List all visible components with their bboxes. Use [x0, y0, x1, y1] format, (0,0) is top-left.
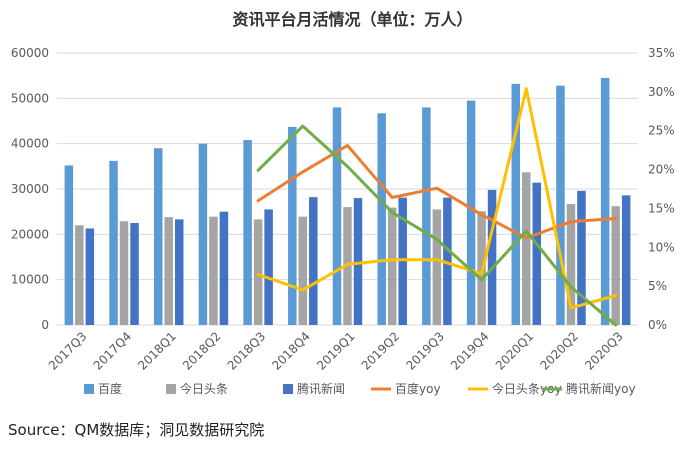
bar-今日头条 [253, 219, 263, 325]
y2-tick-label: 35% [648, 46, 675, 60]
bar-今日头条 [611, 206, 620, 325]
legend-label: 今日头条yoy [492, 381, 562, 396]
x-tick-label: 2019Q3 [403, 329, 447, 373]
bar-百度 [153, 148, 163, 325]
bar-百度 [332, 107, 342, 326]
bar-腾讯新闻 [264, 209, 273, 325]
x-tick-label: 2020Q1 [493, 329, 537, 373]
bar-腾讯新闻 [443, 197, 452, 325]
y2-tick-label: 30% [648, 85, 675, 99]
bar-百度 [600, 77, 610, 325]
y2-tick-label: 10% [648, 240, 675, 254]
bar-百度 [556, 85, 565, 325]
bar-百度 [64, 165, 74, 325]
bar-今日头条 [387, 207, 397, 325]
x-tick-label: 2019Q4 [448, 329, 492, 373]
bar-百度 [377, 113, 386, 325]
bar-百度 [466, 100, 476, 325]
bar-今日头条 [432, 209, 442, 325]
bar-腾讯新闻 [85, 228, 95, 325]
x-tick-label: 2018Q2 [180, 329, 224, 373]
bar-今日头条 [522, 172, 531, 325]
legend-label: 腾讯新闻yoy [566, 381, 636, 396]
line-腾讯新闻yoy [256, 124, 618, 327]
bar-百度 [198, 143, 208, 325]
bar-今日头条 [75, 225, 84, 325]
bar-今日头条 [566, 203, 576, 325]
x-tick-label: 2017Q3 [46, 329, 90, 373]
legend-swatch [84, 384, 94, 394]
x-tick-label: 2018Q1 [135, 329, 179, 373]
legend-label: 百度 [98, 381, 122, 396]
bar-腾讯新闻 [130, 223, 139, 325]
line-百度yoy [256, 144, 618, 240]
x-tick-label: 2020Q3 [582, 329, 626, 373]
bar-百度 [243, 140, 252, 325]
bar-今日头条 [298, 216, 308, 325]
y2-tick-label: 20% [648, 163, 675, 177]
y2-tick-label: 5% [648, 279, 667, 293]
bar-腾讯新闻 [309, 197, 318, 325]
legend-swatch [166, 384, 176, 394]
bar-腾讯新闻 [487, 189, 497, 325]
x-tick-label: 2018Q3 [225, 329, 269, 373]
y2-tick-label: 15% [648, 201, 675, 215]
bar-腾讯新闻 [577, 190, 586, 325]
y2-tick-label: 25% [648, 124, 675, 138]
x-tick-label: 2020Q2 [538, 329, 582, 373]
bar-百度 [288, 126, 297, 325]
y-tick-label: 40000 [11, 137, 49, 151]
bar-腾讯新闻 [532, 182, 542, 325]
bar-腾讯新闻 [174, 219, 184, 325]
legend-label: 百度yoy [395, 381, 441, 396]
bar-百度 [422, 107, 431, 326]
x-tick-label: 2019Q2 [359, 329, 403, 373]
y-tick-label: 10000 [11, 273, 49, 287]
source-note: Source：QM数据库；洞见数据研究院 [8, 421, 265, 439]
y-tick-label: 30000 [11, 182, 49, 196]
x-tick-label: 2019Q1 [314, 329, 358, 373]
bar-百度 [109, 160, 118, 325]
bar-腾讯新闻 [353, 198, 363, 325]
bar-今日头条 [164, 217, 173, 325]
bar-今日头条 [119, 221, 129, 325]
legend-label: 腾讯新闻 [297, 381, 345, 396]
x-tick-label: 2018Q4 [269, 329, 313, 373]
chart-title: 资讯平台月活情况（单位：万人） [232, 10, 472, 29]
y-tick-label: 60000 [11, 46, 49, 60]
line-今日头条yoy [256, 87, 618, 310]
bar-腾讯新闻 [621, 195, 631, 325]
y-tick-label: 0 [41, 318, 49, 332]
legend-label: 今日头条 [180, 381, 228, 396]
bar-百度 [511, 83, 521, 326]
y-tick-label: 20000 [11, 227, 49, 241]
bar-腾讯新闻 [219, 211, 229, 325]
bar-今日头条 [209, 216, 218, 325]
bar-腾讯新闻 [398, 197, 407, 325]
legend-swatch [283, 384, 293, 394]
y-tick-label: 50000 [11, 91, 49, 105]
y2-tick-label: 0% [648, 318, 667, 332]
x-tick-label: 2017Q4 [91, 329, 135, 373]
